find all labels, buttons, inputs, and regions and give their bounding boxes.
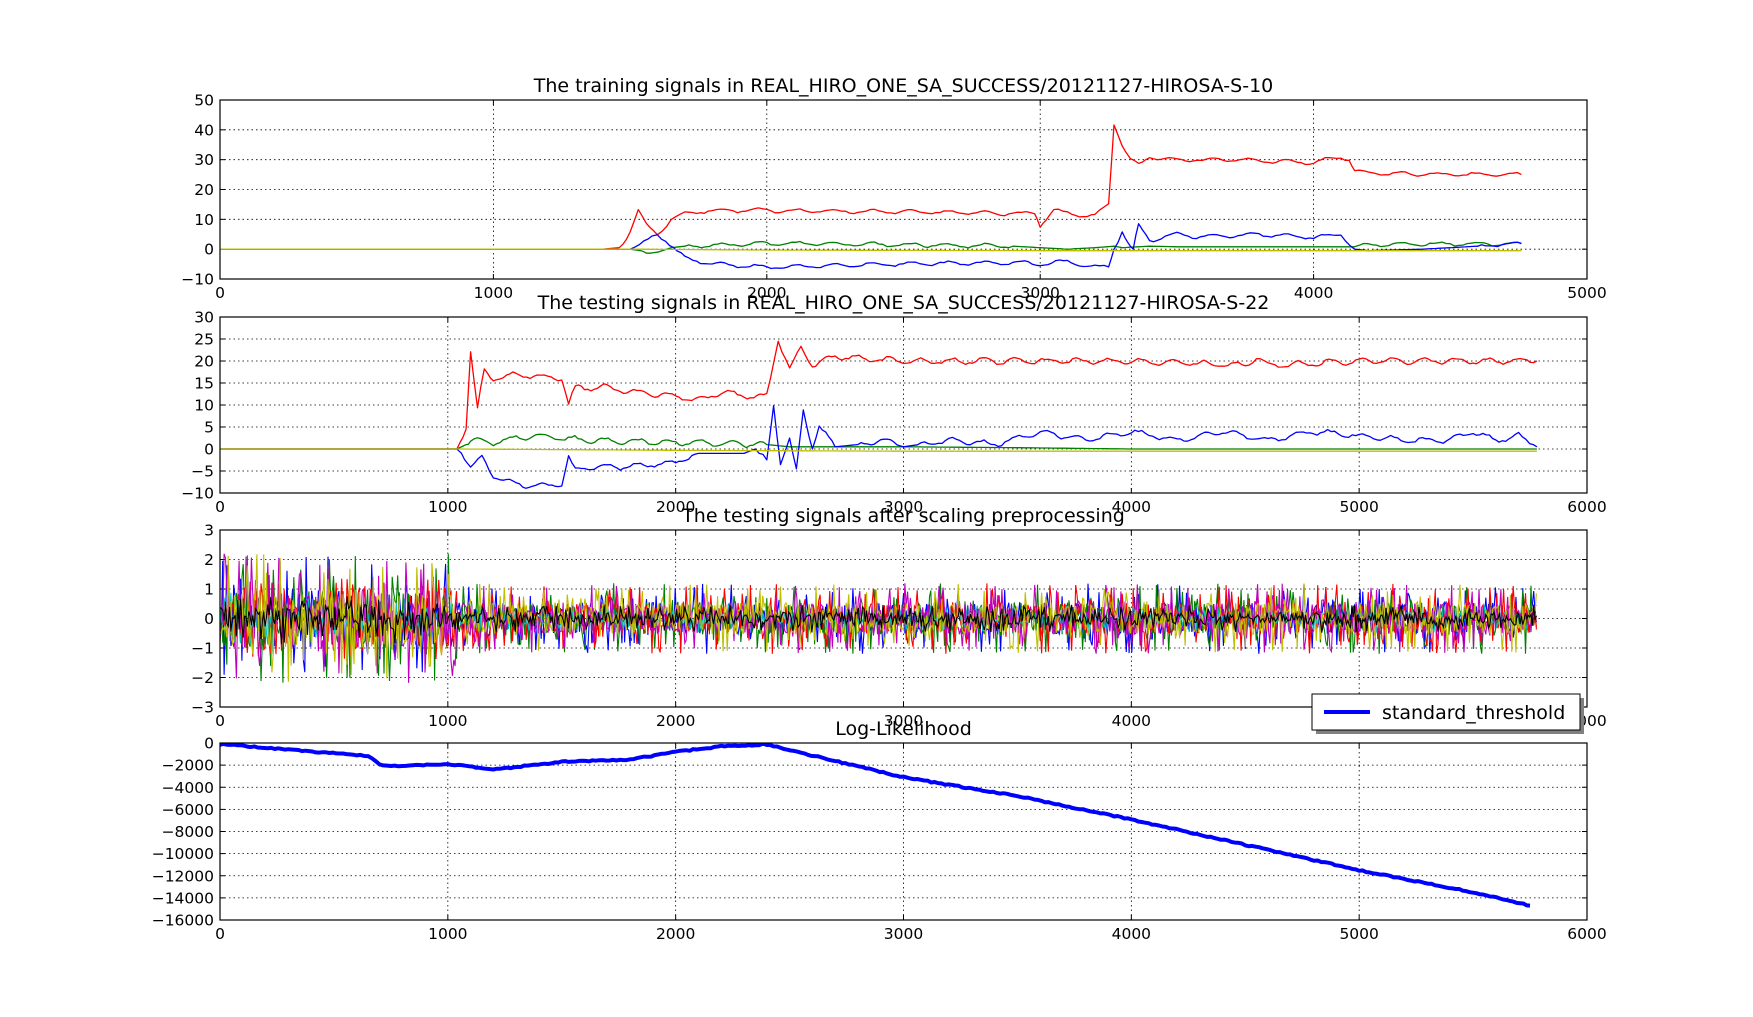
chart-title: Log-Likelihood: [835, 718, 972, 740]
series-line-blue: [220, 743, 1531, 908]
y-tick-label: −2000: [162, 757, 214, 775]
series-group: [220, 124, 1522, 270]
x-tick-label: 0: [215, 284, 225, 302]
x-tick-label: 5000: [1339, 925, 1378, 943]
y-tick-label: −10: [181, 271, 214, 289]
y-tick-label: 0: [204, 441, 214, 459]
x-tick-label: 3000: [884, 712, 923, 730]
x-tick-label: 6000: [1567, 498, 1606, 516]
y-tick-label: 10: [194, 397, 214, 415]
x-tick-label: 5000: [1567, 284, 1606, 302]
y-tick-label: −2: [191, 669, 214, 687]
x-tick-label: 3000: [884, 925, 923, 943]
axes-frame: [219, 742, 1588, 921]
y-tick-label: −10: [181, 485, 214, 503]
chart-title: The training signals in REAL_HIRO_ONE_SA…: [533, 75, 1274, 97]
y-tick-label: 0: [204, 610, 214, 628]
y-tick-label: 20: [194, 181, 214, 199]
series-group: [220, 340, 1538, 489]
x-tick-label: 1000: [428, 925, 467, 943]
y-tick-label: −12000: [152, 867, 214, 885]
y-tick-label: 20: [194, 353, 214, 371]
x-tick-label: 3000: [1020, 284, 1059, 302]
y-tick-label: 25: [194, 331, 214, 349]
y-tick-label: 1: [204, 581, 214, 599]
y-tick-label: −3: [191, 699, 214, 717]
chart-title: The testing signals in REAL_HIRO_ONE_SA_…: [537, 292, 1270, 314]
x-tick-label: 2000: [656, 498, 695, 516]
y-tick-label: −4000: [162, 779, 214, 797]
y-tick-label: 3: [204, 522, 214, 540]
series-line-black: [220, 596, 1537, 645]
x-tick-label: 5000: [1339, 498, 1378, 516]
y-tick-label: −10000: [152, 845, 214, 863]
y-tick-label: 50: [194, 92, 214, 110]
x-tick-label: 2000: [656, 712, 695, 730]
series-line-yellow: [220, 448, 1537, 452]
x-tick-label: 1000: [428, 712, 467, 730]
y-tick-label: 2: [204, 551, 214, 569]
chart-title: The testing signals after scaling prepro…: [681, 505, 1125, 527]
y-tick-label: 15: [194, 375, 214, 393]
y-tick-label: 10: [194, 211, 214, 229]
axes-frame: [219, 529, 1588, 708]
y-tick-label: 30: [194, 309, 214, 327]
legend: standard_threshold: [1311, 693, 1584, 734]
y-tick-label: 40: [194, 121, 214, 139]
x-tick-label: 1000: [428, 498, 467, 516]
y-tick-label: 0: [204, 241, 214, 259]
axes-frame: [219, 316, 1588, 494]
x-tick-label: 1000: [474, 284, 513, 302]
x-tick-label: 4000: [1294, 284, 1333, 302]
chart-panel-2: 0 1000 2000 3000 4000 5000 6000302520151050−5−…: [181, 292, 1606, 516]
x-tick-label: 0: [215, 925, 225, 943]
series-line-green: [220, 240, 1522, 254]
x-tick-label: 0: [215, 712, 225, 730]
series-line-yellow: [220, 248, 1522, 252]
y-tick-label: −5: [191, 463, 214, 481]
y-tick-label: 30: [194, 151, 214, 169]
y-tick-label: 0: [204, 735, 214, 753]
x-tick-label: 0: [215, 498, 225, 516]
x-tick-label: 4000: [1112, 498, 1151, 516]
y-tick-label: −6000: [162, 801, 214, 819]
y-tick-label: −14000: [152, 889, 214, 907]
y-tick-label: −1: [191, 640, 214, 658]
x-tick-label: 6000: [1567, 925, 1606, 943]
axes-frame: [219, 99, 1588, 280]
series-line-red: [220, 124, 1522, 250]
y-tick-label: 5: [204, 419, 214, 437]
series-line-yellow: [220, 554, 1537, 682]
y-tick-label: −8000: [162, 823, 214, 841]
x-tick-label: 4000: [1112, 712, 1151, 730]
x-tick-label: 2000: [656, 925, 695, 943]
chart-panel-4: 0 1000 2000 3000 4000 5000 6000 0 −2000 −4000 −600…: [152, 693, 1607, 943]
legend-label: standard_threshold: [1382, 702, 1565, 724]
series-line-blue: [220, 223, 1522, 270]
x-tick-label: 4000: [1112, 925, 1151, 943]
x-tick-label: 3000: [884, 498, 923, 516]
x-tick-label: 2000: [747, 284, 786, 302]
y-tick-label: −16000: [152, 912, 214, 930]
series-group: [220, 553, 1537, 683]
series-group: [220, 743, 1531, 908]
series-line-red: [220, 340, 1538, 450]
